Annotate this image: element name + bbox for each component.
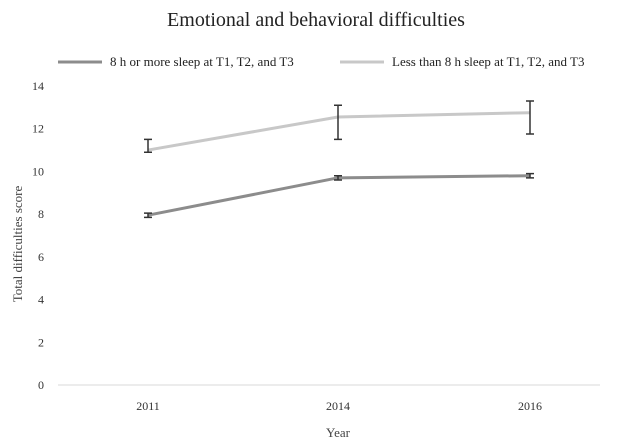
y-tick-label: 6 <box>38 250 44 264</box>
y-axis-ticks: 0 2 4 6 8 10 12 14 <box>32 79 44 392</box>
y-tick-label: 10 <box>32 164 44 178</box>
series-layer <box>144 100 534 219</box>
x-tick-label: 2011 <box>136 399 160 413</box>
y-tick-label: 0 <box>38 378 44 392</box>
chart-title: Emotional and behavioral difficulties <box>167 9 465 31</box>
series-line-1 <box>147 174 531 217</box>
legend-label-series-1: 8 h or more sleep at T1, T2, and T3 <box>110 54 294 69</box>
legend: 8 h or more sleep at T1, T2, and T3 Less… <box>58 54 584 69</box>
y-tick-label: 8 <box>38 207 44 221</box>
series-line-2 <box>147 111 531 152</box>
x-tick-label: 2014 <box>326 399 350 413</box>
y-tick-label: 14 <box>32 79 44 93</box>
error-bar <box>526 100 534 135</box>
y-axis-label: Total difficulties score <box>10 186 25 303</box>
series-1 <box>144 172 534 219</box>
y-tick-label: 12 <box>32 122 44 136</box>
y-tick-label: 2 <box>38 335 44 349</box>
x-axis-ticks: 2011 2014 2016 <box>136 399 542 413</box>
x-tick-label: 2016 <box>518 399 542 413</box>
series-2 <box>144 100 534 153</box>
legend-label-series-2: Less than 8 h sleep at T1, T2, and T3 <box>392 54 584 69</box>
error-bar <box>334 104 342 141</box>
y-tick-label: 4 <box>38 293 44 307</box>
x-axis-label: Year <box>326 425 351 440</box>
